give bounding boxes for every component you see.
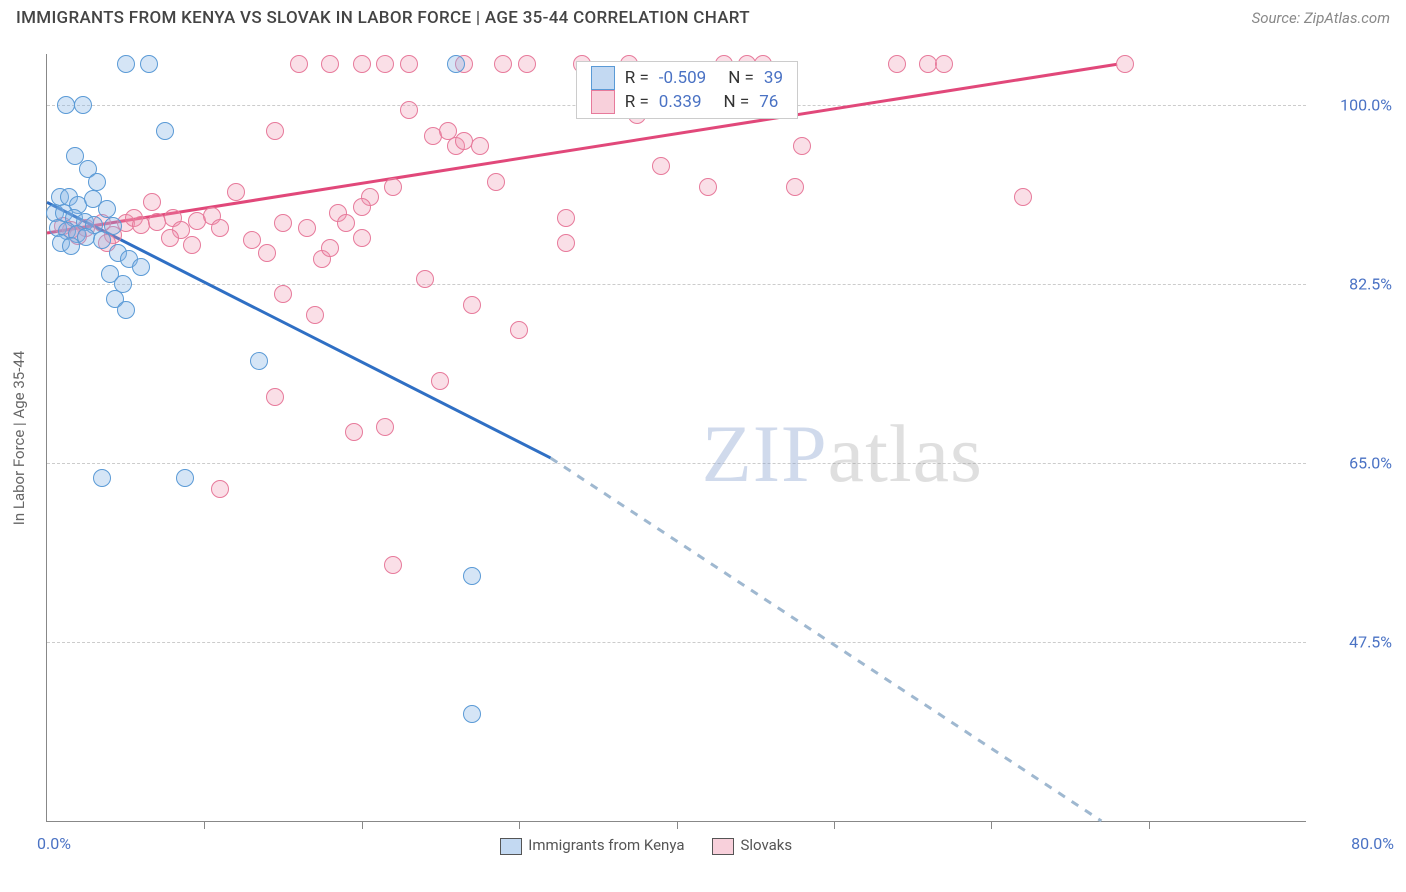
data-point — [487, 173, 505, 191]
data-point — [888, 55, 906, 73]
y-tick-label: 65.0% — [1349, 454, 1392, 473]
data-point — [266, 122, 284, 140]
data-point — [88, 173, 106, 191]
data-point — [376, 418, 394, 436]
data-point — [156, 122, 174, 140]
data-point — [353, 55, 371, 73]
data-point — [463, 705, 481, 723]
data-point — [416, 270, 434, 288]
legend-swatch — [500, 838, 522, 855]
data-point — [183, 236, 201, 254]
x-tick — [1149, 821, 1150, 829]
data-point — [786, 178, 804, 196]
data-point — [384, 178, 402, 196]
data-point — [463, 296, 481, 314]
data-point — [250, 352, 268, 370]
y-tick-label: 100.0% — [1340, 96, 1392, 115]
data-point — [510, 321, 528, 339]
data-point — [400, 55, 418, 73]
data-point — [104, 217, 122, 235]
data-point — [431, 372, 449, 390]
data-point — [353, 198, 371, 216]
data-point — [1014, 188, 1032, 206]
legend-row: R = 0.339N = 76 — [591, 90, 783, 114]
legend-swatch — [712, 838, 734, 855]
header: IMMIGRANTS FROM KENYA VS SLOVAK IN LABOR… — [0, 0, 1406, 40]
correlation-legend: R = -0.509N = 39R = 0.339N = 76 — [576, 61, 798, 119]
data-point — [384, 556, 402, 574]
data-point — [652, 157, 670, 175]
x-axis-min-label: 0.0% — [37, 834, 71, 853]
trend-lines-svg — [47, 54, 1306, 821]
data-point — [699, 178, 717, 196]
y-tick-label: 82.5% — [1349, 275, 1392, 294]
data-point — [84, 190, 102, 208]
data-point — [494, 55, 512, 73]
source-label: Source: ZipAtlas.com — [1252, 9, 1390, 27]
data-point — [176, 469, 194, 487]
chart-plot-area: In Labor Force | Age 35-44 47.5%65.0%82.… — [46, 54, 1306, 822]
data-point — [266, 388, 284, 406]
data-point — [447, 55, 465, 73]
data-point — [463, 567, 481, 585]
data-point — [353, 229, 371, 247]
series-legend: Immigrants from Kenya Slovaks — [500, 836, 792, 855]
data-point — [321, 239, 339, 257]
legend-swatch — [591, 90, 615, 114]
data-point — [321, 55, 339, 73]
x-tick — [991, 821, 992, 829]
data-point — [557, 209, 575, 227]
data-point — [211, 219, 229, 237]
data-point — [518, 55, 536, 73]
data-point — [132, 258, 150, 276]
legend-row: R = -0.509N = 39 — [591, 66, 783, 90]
data-point — [274, 214, 292, 232]
data-point — [258, 244, 276, 262]
data-point — [211, 480, 229, 498]
data-point — [117, 55, 135, 73]
data-point — [400, 101, 418, 119]
data-point — [935, 55, 953, 73]
data-point — [557, 234, 575, 252]
data-point — [793, 137, 811, 155]
data-point — [161, 229, 179, 247]
y-axis-label: In Labor Force | Age 35-44 — [10, 350, 28, 524]
data-point — [74, 96, 92, 114]
data-point — [57, 96, 75, 114]
legend-item: Immigrants from Kenya — [500, 836, 684, 855]
data-point — [143, 193, 161, 211]
data-point — [298, 219, 316, 237]
data-point — [140, 55, 158, 73]
data-point — [337, 214, 355, 232]
data-point — [274, 285, 292, 303]
x-tick — [204, 821, 205, 829]
y-tick-label: 47.5% — [1349, 633, 1392, 652]
data-point — [306, 306, 324, 324]
data-point — [290, 55, 308, 73]
x-axis-max-label: 80.0% — [1351, 834, 1394, 853]
data-point — [117, 301, 135, 319]
legend-item: Slovaks — [712, 836, 792, 855]
x-tick — [519, 821, 520, 829]
data-point — [62, 237, 80, 255]
legend-swatch — [591, 66, 615, 90]
data-point — [1116, 55, 1134, 73]
x-tick — [834, 821, 835, 829]
data-point — [243, 231, 261, 249]
data-point — [227, 183, 245, 201]
data-point — [471, 137, 489, 155]
data-point — [376, 55, 394, 73]
x-tick — [362, 821, 363, 829]
x-tick — [677, 821, 678, 829]
data-point — [93, 469, 111, 487]
chart-title: IMMIGRANTS FROM KENYA VS SLOVAK IN LABOR… — [16, 8, 750, 28]
data-point — [345, 423, 363, 441]
